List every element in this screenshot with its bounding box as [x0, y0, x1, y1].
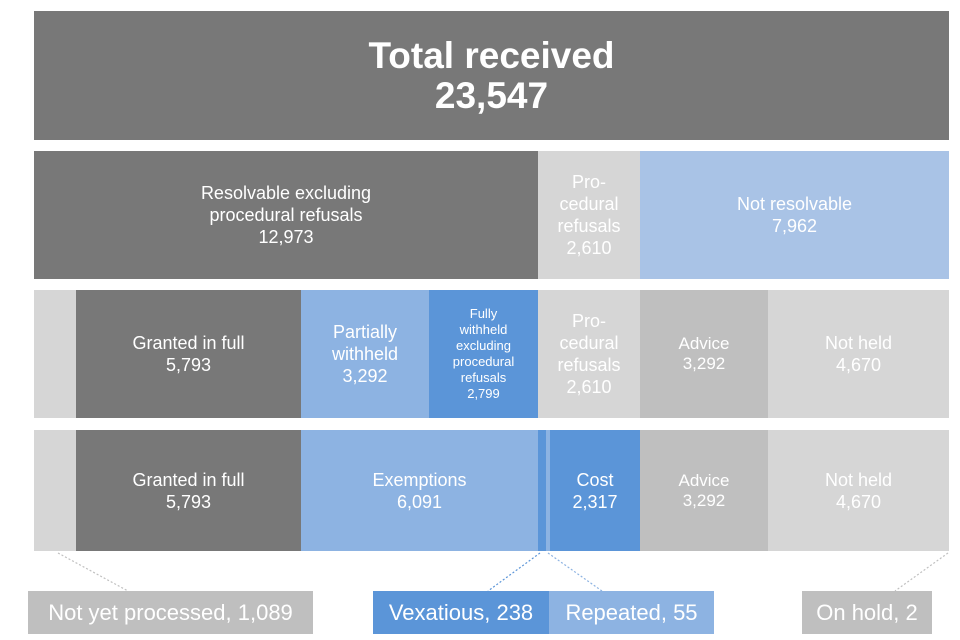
- not-held-label: Not held: [824, 333, 893, 353]
- not-resolvable-block: Not resolvable 7,962: [640, 151, 949, 279]
- exemptions-block: Exemptions 6,091: [301, 430, 538, 551]
- cost-block: Cost 2,317: [550, 430, 640, 551]
- resolvable-line2: procedural refusals: [209, 205, 363, 225]
- exemptions-label: Exemptions: [372, 469, 467, 490]
- advice-block-2: Advice 3,292: [640, 430, 768, 551]
- resolvable-line1: Resolvable excluding: [200, 183, 372, 203]
- cost-label: Cost: [576, 469, 614, 490]
- granted2-value: 5,793: [165, 491, 212, 512]
- connector-vexatious: [487, 552, 541, 592]
- procedural-line2: cedural: [559, 194, 619, 214]
- vexatious-strip: [538, 430, 546, 551]
- procedural-refusals-block: Pro- cedural refusals 2,610: [538, 151, 640, 279]
- not-yet-processed-strip-2: [34, 430, 76, 551]
- connector-on-hold: [894, 552, 949, 592]
- not-yet-processed-strip: [34, 290, 76, 418]
- procedural-refusals-block-2: Pro- cedural refusals 2,610: [538, 290, 640, 418]
- advice-value: 3,292: [682, 354, 726, 373]
- procedural-line1: Pro-: [571, 172, 606, 192]
- not-resolvable-value: 7,962: [771, 216, 818, 236]
- granted2-label: Granted in full: [132, 469, 245, 490]
- connector-not-yet-processed: [57, 552, 129, 592]
- advice-block: Advice 3,292: [640, 290, 768, 418]
- cost-value: 2,317: [572, 491, 618, 512]
- total-label: Total received: [368, 34, 615, 76]
- granted-value: 5,793: [165, 355, 212, 375]
- granted-in-full-block: Granted in full 5,793: [76, 290, 301, 418]
- procedural2-line1: Pro-: [571, 311, 606, 331]
- advice2-label: Advice: [678, 470, 730, 490]
- not-held-block-2: Not held 4,670: [768, 430, 949, 551]
- fully-line4: procedural: [452, 354, 515, 369]
- repeated-strip: [546, 430, 550, 551]
- procedural-value: 2,610: [566, 238, 612, 258]
- not-resolvable-label: Not resolvable: [736, 194, 853, 214]
- repeated-label: Repeated, 55: [549, 591, 714, 634]
- on-hold-strip: [948, 430, 949, 551]
- not-held2-label: Not held: [824, 469, 893, 490]
- fully-line3: excluding: [456, 338, 511, 353]
- total-value: 23,547: [434, 74, 549, 116]
- not-yet-processed-label: Not yet processed, 1,089: [28, 591, 313, 634]
- fully-line2: withheld: [459, 322, 508, 337]
- not-held-value: 4,670: [835, 355, 882, 375]
- fully-line1: Fully: [469, 306, 498, 321]
- procedural2-line2: cedural: [559, 333, 619, 353]
- fully-line5: refusals: [460, 370, 507, 385]
- partially-line1: Partially: [332, 322, 398, 342]
- total-received-block: Total received 23,547: [34, 11, 949, 140]
- resolvable-value: 12,973: [258, 227, 314, 247]
- procedural2-value: 2,610: [566, 377, 612, 397]
- partially-line2: withheld: [331, 344, 399, 364]
- partially-value: 3,292: [342, 366, 388, 386]
- advice2-value: 3,292: [682, 490, 726, 510]
- connector-repeated: [547, 552, 603, 592]
- partially-withheld-block: Partially withheld 3,292: [301, 290, 429, 418]
- not-held-block: Not held 4,670: [768, 290, 949, 418]
- advice-label: Advice: [678, 334, 730, 353]
- procedural2-line3: refusals: [557, 355, 621, 375]
- vexatious-label: Vexatious, 238: [373, 591, 549, 634]
- fully-withheld-block: Fully withheld excluding procedural refu…: [429, 290, 538, 418]
- procedural-line3: refusals: [557, 216, 621, 236]
- granted-label: Granted in full: [132, 333, 245, 353]
- not-held2-value: 4,670: [835, 491, 882, 512]
- on-hold-label: On hold, 2: [802, 591, 932, 634]
- resolvable-block: Resolvable excluding procedural refusals…: [34, 151, 538, 279]
- exemptions-value: 6,091: [396, 491, 443, 512]
- fully-value: 2,799: [467, 386, 500, 401]
- granted-in-full-block-2: Granted in full 5,793: [76, 430, 301, 551]
